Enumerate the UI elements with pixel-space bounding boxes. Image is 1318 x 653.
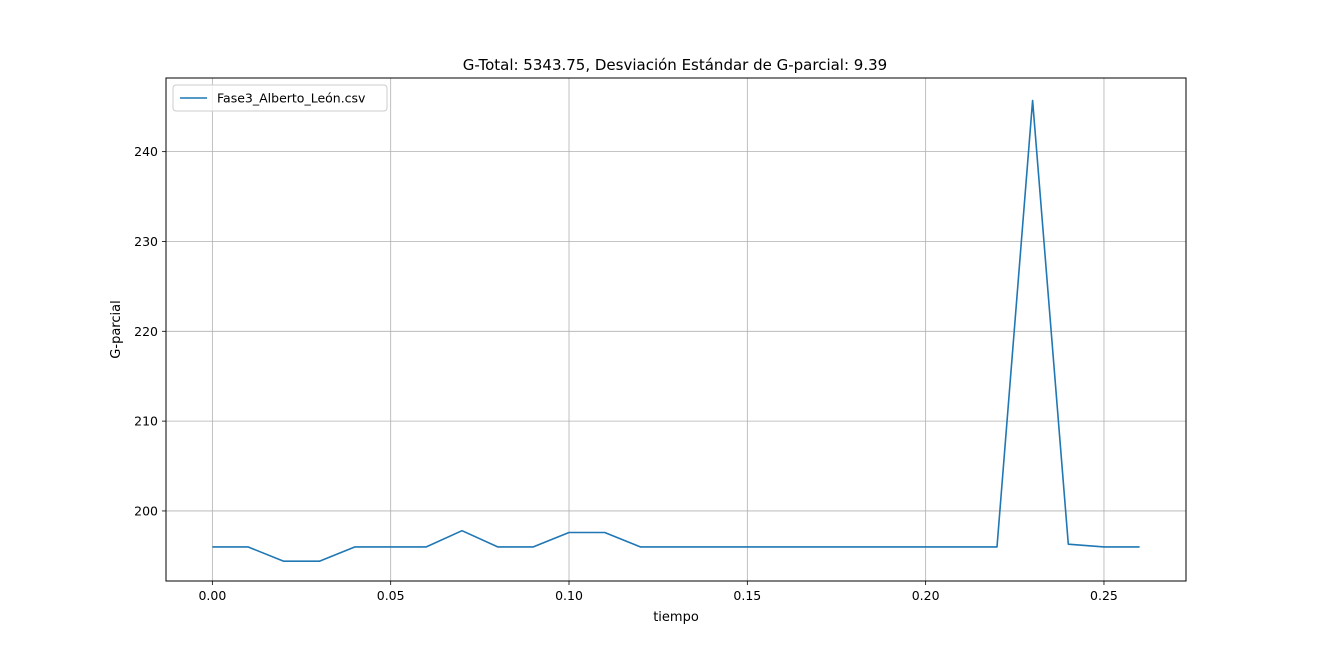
plot-frame xyxy=(165,77,1187,582)
y-tick-label: 210 xyxy=(134,414,158,429)
tick-layer: 0.00 0.05 0.10 0.15 0.20 0.25 200 210 220 230 240 xyxy=(134,144,1118,603)
grid xyxy=(166,78,1186,581)
x-tick-label: 0.15 xyxy=(733,588,761,603)
chart-title: G-Total: 5343.75, Desviación Estándar de… xyxy=(463,56,887,74)
y-axis-label: G-parcial xyxy=(109,300,124,358)
x-tick-label: 0.10 xyxy=(555,588,583,603)
legend-entry: Fase3_Alberto_León.csv xyxy=(217,91,366,106)
y-tick-label: 200 xyxy=(134,503,158,518)
legend-box xyxy=(172,84,388,112)
series-line xyxy=(212,99,1140,563)
x-tick-label: 0.20 xyxy=(912,588,940,603)
y-tick-label: 240 xyxy=(134,144,158,159)
x-tick-label: 0.05 xyxy=(377,588,405,603)
x-axis-label: tiempo xyxy=(653,610,699,625)
series-layer xyxy=(212,99,1140,563)
y-tick-label: 230 xyxy=(134,234,158,249)
x-tick-label: 0.00 xyxy=(198,588,226,603)
legend: Fase3_Alberto_León.csv xyxy=(172,84,388,112)
y-tick-label: 220 xyxy=(134,324,158,339)
x-tick-label: 0.25 xyxy=(1090,588,1118,603)
